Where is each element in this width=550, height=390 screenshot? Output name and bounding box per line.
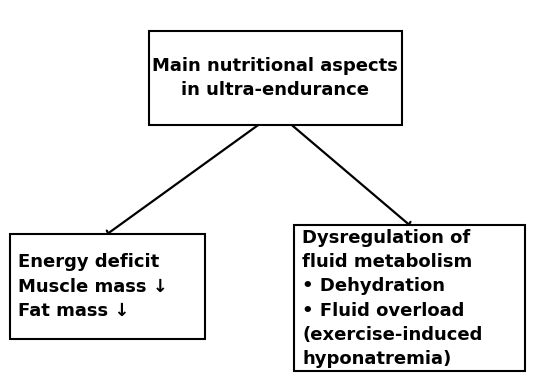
FancyBboxPatch shape bbox=[294, 225, 525, 371]
Text: Dysregulation of
fluid metabolism
• Dehydration
• Fluid overload
(exercise-induc: Dysregulation of fluid metabolism • Dehy… bbox=[302, 229, 483, 368]
Text: Main nutritional aspects
in ultra-endurance: Main nutritional aspects in ultra-endura… bbox=[152, 57, 398, 99]
Text: Energy deficit
Muscle mass ↓
Fat mass ↓: Energy deficit Muscle mass ↓ Fat mass ↓ bbox=[18, 254, 168, 320]
FancyBboxPatch shape bbox=[10, 234, 205, 339]
FancyBboxPatch shape bbox=[148, 31, 402, 125]
